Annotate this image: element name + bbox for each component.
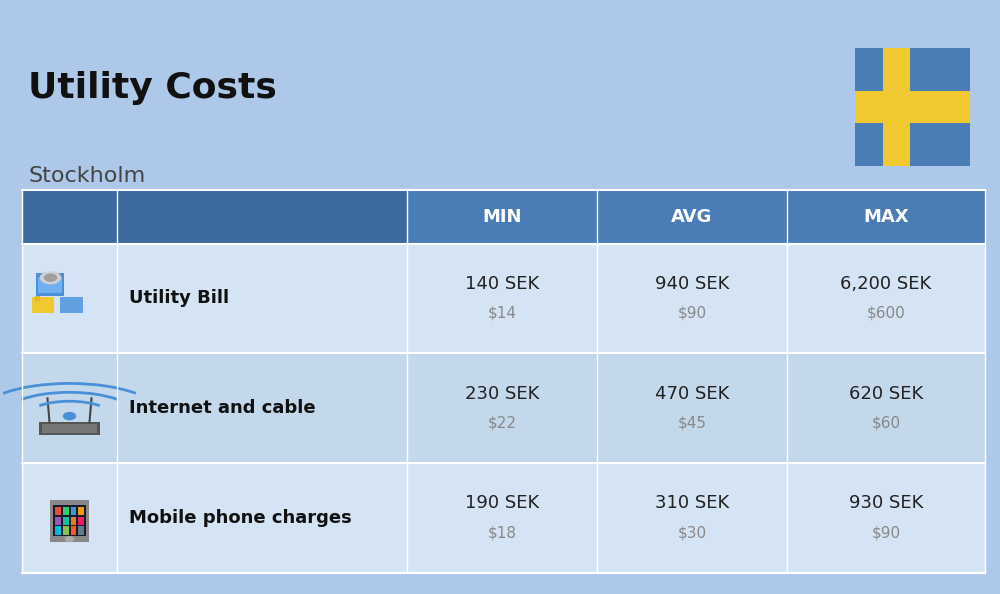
Text: 140 SEK: 140 SEK bbox=[465, 274, 539, 293]
Text: $14: $14 bbox=[488, 306, 516, 321]
Text: Utility Bill: Utility Bill bbox=[129, 289, 229, 308]
Text: $18: $18 bbox=[488, 526, 516, 541]
Text: $90: $90 bbox=[677, 306, 707, 321]
Text: 620 SEK: 620 SEK bbox=[849, 384, 923, 403]
Text: 6,200 SEK: 6,200 SEK bbox=[840, 274, 932, 293]
Text: 470 SEK: 470 SEK bbox=[655, 384, 729, 403]
Text: $45: $45 bbox=[678, 416, 706, 431]
Text: Stockholm: Stockholm bbox=[28, 166, 145, 187]
Text: $30: $30 bbox=[677, 526, 707, 541]
Text: MIN: MIN bbox=[482, 208, 522, 226]
Text: Mobile phone charges: Mobile phone charges bbox=[129, 509, 352, 527]
Text: 230 SEK: 230 SEK bbox=[465, 384, 539, 403]
Text: $22: $22 bbox=[488, 416, 516, 431]
Text: 940 SEK: 940 SEK bbox=[655, 274, 729, 293]
Text: $90: $90 bbox=[871, 526, 901, 541]
Text: Internet and cable: Internet and cable bbox=[129, 399, 316, 418]
Text: Utility Costs: Utility Costs bbox=[28, 71, 277, 105]
Text: $60: $60 bbox=[871, 416, 901, 431]
Text: 310 SEK: 310 SEK bbox=[655, 494, 729, 513]
Text: AVG: AVG bbox=[671, 208, 713, 226]
Text: 190 SEK: 190 SEK bbox=[465, 494, 539, 513]
Text: MAX: MAX bbox=[863, 208, 909, 226]
Text: 930 SEK: 930 SEK bbox=[849, 494, 923, 513]
Text: $600: $600 bbox=[867, 306, 905, 321]
